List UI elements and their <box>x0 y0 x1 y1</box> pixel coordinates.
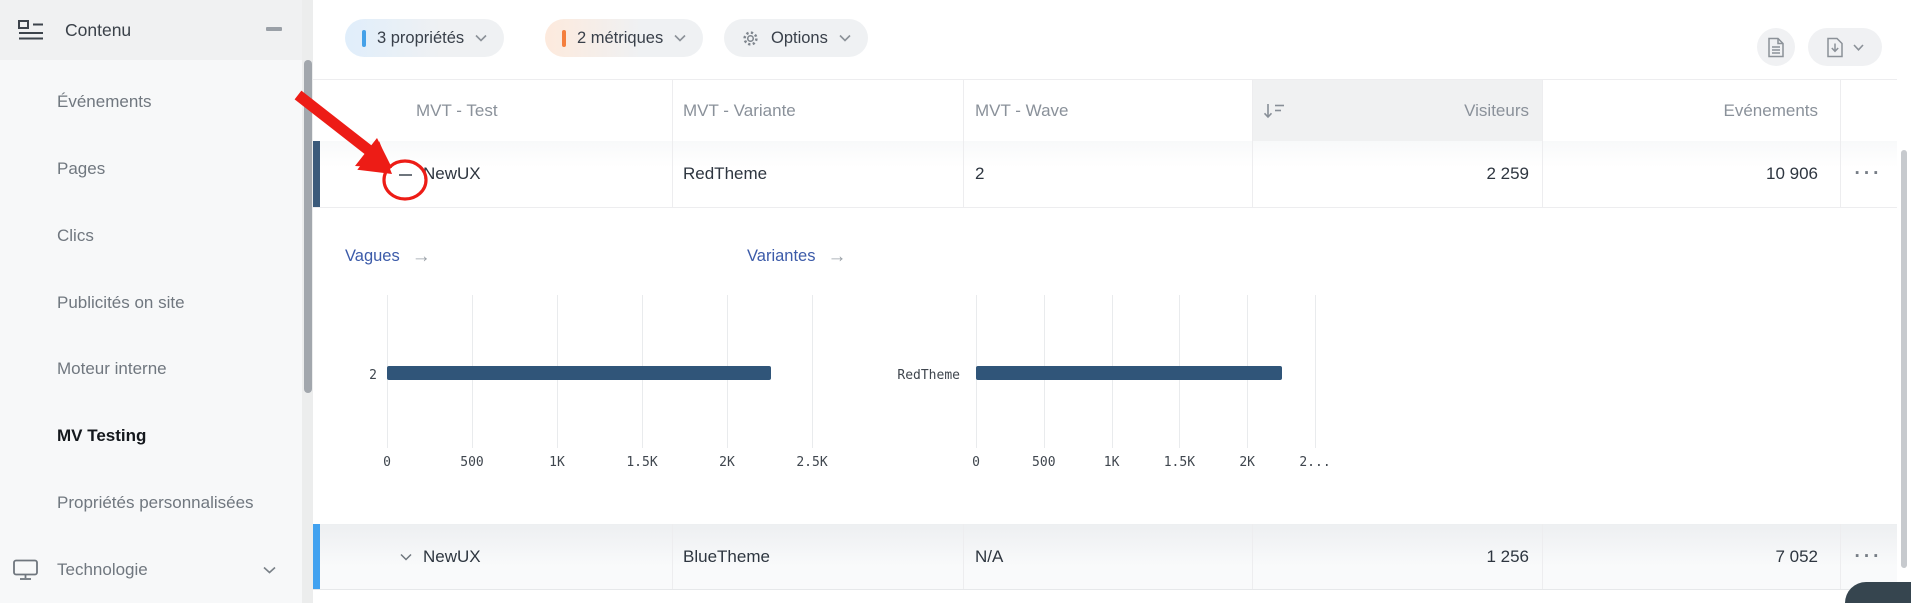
cell-wave: 2 <box>975 164 985 183</box>
chart-x-axis-ticks: 0 500 1K 1.5K 2K 2.5K <box>383 455 828 470</box>
arrow-right-icon: → <box>411 246 431 267</box>
document-icon <box>1767 37 1785 58</box>
sort-descending-icon[interactable] <box>1263 102 1285 119</box>
monitor-icon <box>13 559 38 580</box>
cell-variante: RedTheme <box>683 164 768 183</box>
arrow-right-icon: → <box>827 246 847 267</box>
help-fab-corner[interactable] <box>1845 582 1911 603</box>
blue-accent-bar <box>362 29 366 47</box>
cell-visiteurs: 2 259 <box>1486 164 1529 183</box>
cell-test: NewUX <box>423 546 481 566</box>
sidebar-item-proprietes-personnalisees[interactable]: Propriétés personnalisées <box>57 492 254 512</box>
cell-evenements: 10 906 <box>1766 164 1818 183</box>
cell-evenements: 7 052 <box>1775 546 1818 566</box>
metrics-filter-chip[interactable]: 2 métriques <box>545 19 704 57</box>
chart-bar <box>976 366 1283 380</box>
sidebar-title: Contenu <box>65 19 132 40</box>
expand-row-chevron-icon[interactable] <box>400 553 412 561</box>
orange-accent-bar <box>562 29 566 47</box>
cell-variante: BlueTheme <box>683 546 770 566</box>
main-content: 3 propriétés 2 métriques Options <box>313 0 1911 603</box>
selected-row-indicator <box>313 141 320 207</box>
column-header-evenements[interactable]: Evénements <box>1723 100 1819 120</box>
chart-plot-area <box>387 295 813 448</box>
download-icon <box>1826 37 1844 58</box>
chart-plot-area <box>976 295 1316 448</box>
column-header-mvt-wave[interactable]: MVT - Wave <box>975 100 1069 120</box>
sidebar-item-technologie[interactable]: Technologie <box>0 536 302 603</box>
sidebar-item-clics[interactable]: Clics <box>57 225 94 245</box>
row-actions-ellipsis-icon[interactable]: ··· <box>1854 545 1883 567</box>
download-button[interactable] <box>1808 28 1882 66</box>
options-chip[interactable]: Options <box>724 19 868 57</box>
column-header-visiteurs[interactable]: Visiteurs <box>1252 80 1542 141</box>
column-header-mvt-test[interactable]: MVT - Test <box>416 100 498 120</box>
sidebar-header: Contenu <box>0 0 302 60</box>
properties-filter-chip[interactable]: 3 propriétés <box>345 19 505 57</box>
cell-test: NewUX <box>423 164 481 183</box>
sidebar-scrollbar-thumb[interactable] <box>303 60 312 393</box>
chevron-down-icon <box>839 34 851 42</box>
chart-category-label: RedTheme <box>897 368 960 383</box>
cell-visiteurs: 1 256 <box>1486 546 1529 566</box>
chart-category-label: 2 <box>369 368 377 383</box>
table-header: MVT - Test MVT - Variante MVT - Wave Vis… <box>313 79 1897 142</box>
sidebar-item-pages[interactable]: Pages <box>57 159 106 179</box>
variantes-link[interactable]: Variantes → <box>747 246 847 267</box>
gear-icon <box>741 29 760 48</box>
expanded-row-panel: Vagues → Variantes → 2 0 500 1K 1.5K 2K 2.5K … <box>313 208 1897 524</box>
sidebar-item-evenements[interactable]: Événements <box>57 92 152 112</box>
row-actions-ellipsis-icon[interactable]: ··· <box>1854 163 1883 184</box>
sidebar-menu: Événements Pages Clics Publicités on sit… <box>0 61 302 603</box>
report-export-button[interactable] <box>1757 28 1795 66</box>
chart-bar <box>387 366 772 380</box>
sidebar: Contenu Événements Pages Clics Publicité… <box>0 0 302 603</box>
chevron-down-icon <box>475 34 487 42</box>
sidebar-item-mv-testing[interactable]: MV Testing <box>57 426 147 446</box>
chart-x-axis-ticks: 0 500 1K 1.5K 2K 2... <box>972 455 1331 470</box>
sidebar-item-publicites-on-site[interactable]: Publicités on site <box>57 292 185 312</box>
table-row-newux-bluetheme[interactable]: NewUX BlueTheme N/A 1 256 7 052 ··· <box>313 524 1897 590</box>
sidebar-item-moteur-interne[interactable]: Moteur interne <box>57 359 167 379</box>
chevron-down-icon <box>263 566 276 574</box>
main-scrollbar-thumb[interactable] <box>1901 150 1907 568</box>
content-list-icon <box>18 19 44 41</box>
active-row-indicator <box>313 524 320 589</box>
chevron-down-icon <box>674 34 686 42</box>
cell-wave: N/A <box>975 546 1004 566</box>
column-header-mvt-variante[interactable]: MVT - Variante <box>683 100 796 120</box>
table-row-newux-redtheme[interactable]: NewUX RedTheme 2 2 259 10 906 ··· <box>313 141 1897 208</box>
vagues-link[interactable]: Vagues → <box>345 246 431 267</box>
sidebar-collapse-minus-icon[interactable] <box>266 27 282 31</box>
chevron-down-icon <box>1853 43 1864 51</box>
